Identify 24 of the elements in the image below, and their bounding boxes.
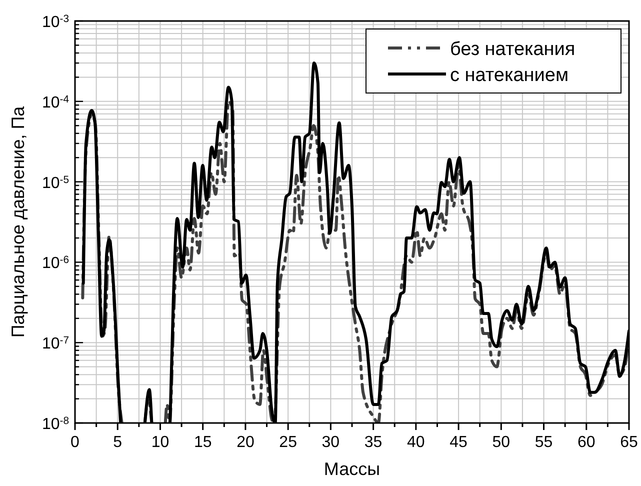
- x-tick-label: 25: [279, 434, 298, 451]
- x-axis-title: Массы: [324, 459, 380, 479]
- x-tick-label: 15: [194, 434, 212, 451]
- x-tick-label: 50: [492, 434, 510, 451]
- x-tick-label: 40: [407, 434, 425, 451]
- x-tick-label: 20: [236, 434, 254, 451]
- y-tick-label: 10$^{-6}$: [42, 254, 70, 272]
- y-tick-label: 10$^{-4}$: [42, 94, 70, 112]
- y-tick-label: 10$^{-3}$: [42, 14, 70, 31]
- legend-label: с натеканием: [450, 65, 569, 86]
- x-tick-label: 35: [364, 434, 382, 451]
- x-tick-label: 5: [113, 434, 122, 451]
- x-tick-label: 55: [534, 434, 553, 451]
- y-tick-label: 10$^{-7}$: [42, 335, 70, 353]
- x-tick-label: 60: [577, 434, 596, 451]
- y-axis-title: Парциальное давление, Па: [8, 105, 28, 338]
- x-tick-label: 65: [620, 434, 638, 451]
- legend-label: без натекания: [450, 39, 576, 60]
- y-tick-label: 10$^{-5}$: [42, 174, 70, 192]
- y-tick-label: 10$^{-8}$: [42, 416, 70, 433]
- x-tick-label: 45: [450, 434, 468, 451]
- x-tick-label: 10: [151, 434, 170, 451]
- x-tick-label: 30: [322, 434, 340, 451]
- x-tick-label: 0: [70, 434, 80, 451]
